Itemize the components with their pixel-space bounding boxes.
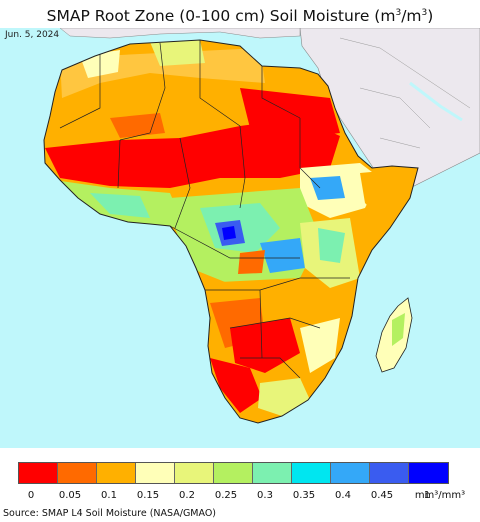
legend-tick-label: 0.3 bbox=[257, 490, 273, 501]
legend-tick-label: 1 bbox=[423, 490, 431, 501]
legend-swatch bbox=[214, 463, 253, 483]
legend-tick-label: 0.1 bbox=[101, 490, 117, 501]
legend-tick-label: 0.4 bbox=[335, 490, 351, 501]
legend-tick-label: 0.2 bbox=[179, 490, 195, 501]
map-date: Jun. 5, 2024 bbox=[5, 30, 60, 40]
legend-tick-label: 0.25 bbox=[214, 490, 238, 501]
legend-swatch bbox=[292, 463, 331, 483]
legend-swatch bbox=[253, 463, 292, 483]
legend-swatch bbox=[97, 463, 136, 483]
legend-tick-label: 0.35 bbox=[292, 490, 316, 501]
source-note: Source: SMAP L4 Soil Moisture (NASA/GMAO… bbox=[3, 508, 217, 519]
map-title: SMAP Root Zone (0-100 cm) Soil Moisture … bbox=[46, 7, 434, 26]
legend-tick-label: 0.05 bbox=[58, 490, 82, 501]
legend-tick-label: 0 bbox=[27, 490, 35, 501]
color-legend: 0 0.05 0.1 0.15 0.2 0.25 0.3 0.35 0.4 0.45 1 mm³/mm… bbox=[0, 448, 480, 508]
legend-swatch bbox=[409, 463, 448, 483]
legend-swatch bbox=[58, 463, 97, 483]
legend-tick-label: 0.45 bbox=[370, 490, 394, 501]
legend-swatch bbox=[370, 463, 409, 483]
legend-swatch bbox=[136, 463, 175, 483]
legend-unit-label: mm³/mm³ bbox=[414, 490, 466, 501]
legend-swatch bbox=[175, 463, 214, 483]
legend-color-bar bbox=[18, 462, 449, 484]
madagascar bbox=[375, 297, 413, 373]
legend-swatch bbox=[19, 463, 58, 483]
europe-region bbox=[59, 28, 301, 39]
legend-swatch bbox=[331, 463, 370, 483]
africa-continent bbox=[43, 39, 419, 424]
soil-moisture-map bbox=[0, 28, 480, 448]
legend-tick-label: 0.15 bbox=[136, 490, 160, 501]
